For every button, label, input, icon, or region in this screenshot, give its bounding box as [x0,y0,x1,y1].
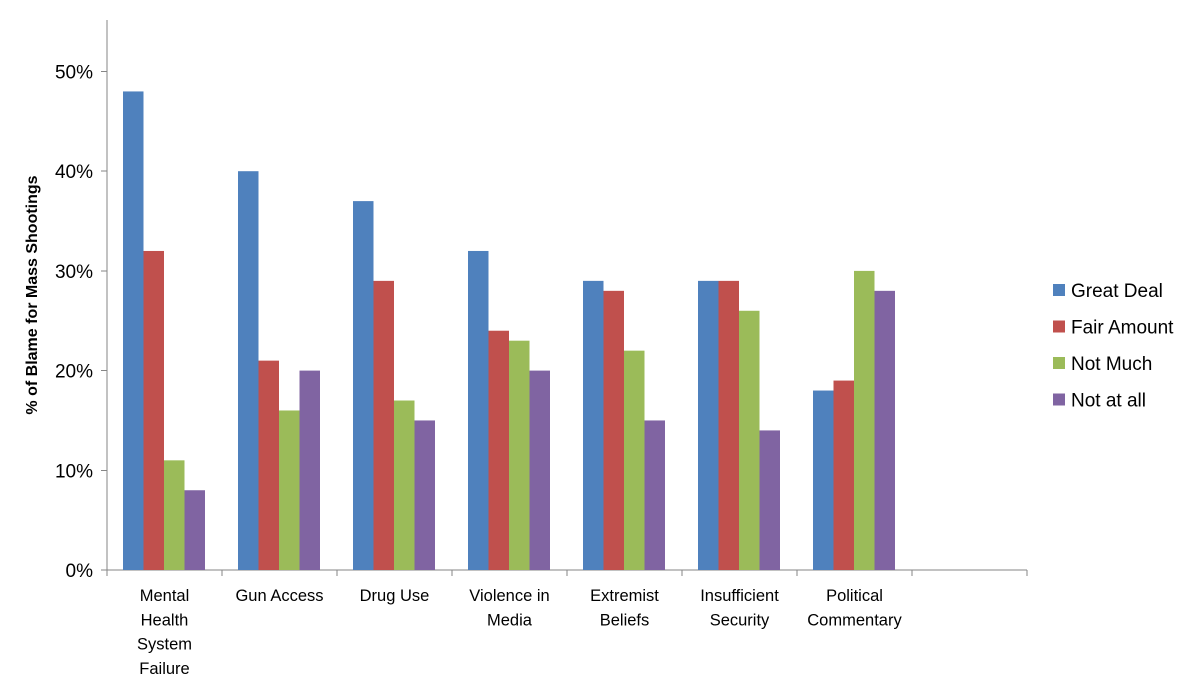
bar [468,250,489,570]
series-not-much [164,270,875,570]
bars [123,91,895,571]
bar [529,370,550,570]
y-tick-label: 20% [55,362,93,383]
legend-label: Not at all [1071,391,1146,412]
x-axis: Mental Health System Failure Gun Access Drug … [106,569,1028,678]
legend-swatch [1053,393,1065,406]
x-category-label: Drug Use [360,587,430,605]
x-category-label: Political Commentary [807,587,902,629]
legend-swatch [1053,357,1065,369]
legend-label: Great Deal [1071,281,1163,302]
bar [164,460,185,570]
bar [414,420,435,570]
y-tick-label: 40% [55,162,93,183]
bar [583,280,604,570]
bar [353,201,374,571]
y-tick-label: 50% [55,63,93,84]
bar [644,420,665,570]
x-category-label: Insufficient Security [700,587,779,629]
legend-label: Not Much [1071,354,1152,375]
bar [258,360,279,570]
bar [123,91,144,570]
bar [603,290,624,570]
bar [739,310,760,570]
bar [813,390,834,570]
bar [279,410,300,570]
bar [184,490,205,570]
bar [874,290,895,570]
y-tick-label: 0% [66,561,94,582]
y-tick-label: 30% [55,262,93,283]
bar [854,270,875,570]
bar [299,370,320,570]
bar [698,280,719,570]
legend-swatch [1053,320,1065,333]
bar [238,171,259,570]
bar [759,430,780,570]
series-great-deal [123,91,834,571]
legend-label: Fair Amount [1071,318,1174,339]
y-axis: 0% 10% 20% 30% 40% 50% [55,20,108,582]
bar [718,280,739,570]
bar [509,340,530,570]
x-category-label: Gun Access [235,587,323,605]
legend-swatch [1053,284,1065,296]
bar [143,250,164,570]
y-axis-title: % of Blame for Mass Shootings [24,175,41,414]
bar [833,380,854,570]
bar [394,400,415,570]
bar [373,280,394,570]
series-fair-amount [143,250,854,570]
bar [624,350,645,570]
y-tick-label: 10% [55,461,93,482]
legend: Great Deal Fair Amount Not Much Not at all [1053,281,1174,412]
x-category-label: Mental Health System Failure [137,587,192,678]
bar [488,330,509,570]
x-category-label: Extremist Beliefs [590,587,659,629]
x-category-label: Violence in Media [469,587,549,629]
series-not-at-all [184,290,895,570]
